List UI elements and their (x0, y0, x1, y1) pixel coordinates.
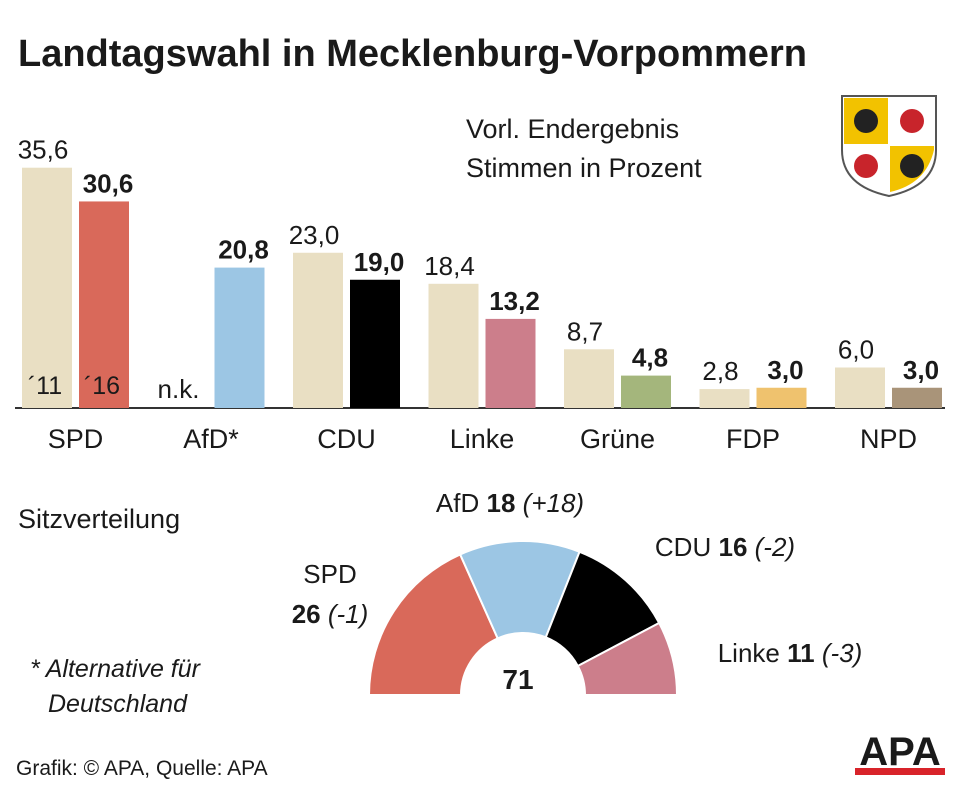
value-label: 2,8 (702, 356, 738, 386)
seat-count: 11 (787, 638, 815, 668)
seat-label: Linke 11 (-3) (718, 638, 863, 668)
bar (214, 267, 265, 408)
seat-label: AfD 18 (+18) (436, 488, 584, 518)
x-tick-label: AfD* (183, 424, 239, 454)
seat-party: SPD (303, 559, 356, 589)
chart-title: Landtagswahl in Mecklenburg-Vorpommern (18, 33, 807, 75)
footnote: * Alternative für (30, 655, 202, 683)
bar (293, 252, 343, 408)
seat-count: 26 (292, 599, 321, 629)
seat-change: (-2) (755, 532, 795, 562)
seat-change: (+18) (523, 488, 584, 518)
seat-total: 71 (502, 664, 533, 695)
subtitle: Stimmen in Prozent (466, 153, 702, 183)
value-label: 8,7 (567, 316, 603, 346)
value-label: 4,8 (632, 343, 668, 373)
bar (621, 375, 671, 408)
value-label: 19,0 (354, 247, 405, 277)
x-tick-label: Grüne (580, 424, 655, 454)
subtitle: Vorl. Endergebnis (466, 114, 679, 144)
x-tick-label: Linke (450, 424, 515, 454)
series-label: ´11 (28, 372, 62, 400)
value-label: 35,6 (18, 135, 69, 165)
seat-change: (-1) (328, 599, 368, 629)
bar (22, 167, 72, 408)
x-tick-label: NPD (860, 424, 917, 454)
bar (350, 279, 400, 408)
value-label: 30,6 (83, 168, 134, 198)
logo: APA (859, 730, 940, 774)
x-tick-label: SPD (48, 424, 104, 454)
bar (835, 367, 885, 408)
value-label: 6,0 (838, 335, 874, 365)
x-tick-label: CDU (317, 424, 376, 454)
seat-party: CDU (655, 532, 711, 562)
bar (892, 387, 942, 408)
value-label: 3,0 (767, 355, 803, 385)
series-label: ´16 (84, 372, 120, 400)
seat-segment (367, 553, 500, 696)
seat-count: 16 (718, 532, 747, 562)
seat-label: 26 (-1) (292, 599, 369, 629)
logo-bar (855, 768, 945, 775)
seat-party: Linke (718, 638, 780, 668)
value-label: 23,0 (289, 220, 340, 250)
value-label: 18,4 (424, 251, 475, 281)
bar (756, 387, 807, 408)
value-label: 20,8 (218, 235, 269, 265)
seat-change: (-3) (822, 638, 862, 668)
bar (79, 201, 129, 408)
value-label: n.k. (158, 374, 200, 404)
coat-of-arms (841, 95, 937, 198)
bar (428, 283, 479, 408)
footnote: Deutschland (48, 690, 188, 718)
bar (699, 389, 750, 408)
seat-party: AfD (436, 488, 479, 518)
seat-segment (576, 621, 679, 696)
source: Grafik: © APA, Quelle: APA (16, 757, 268, 780)
value-label: 13,2 (489, 286, 540, 316)
bar (485, 318, 536, 408)
bar (564, 349, 614, 408)
seat-count: 18 (487, 488, 516, 518)
seat-label: CDU 16 (-2) (655, 532, 795, 562)
x-tick-label: FDP (726, 424, 780, 454)
pie-title: Sitzverteilung (18, 504, 180, 534)
value-label: 3,0 (903, 355, 939, 385)
